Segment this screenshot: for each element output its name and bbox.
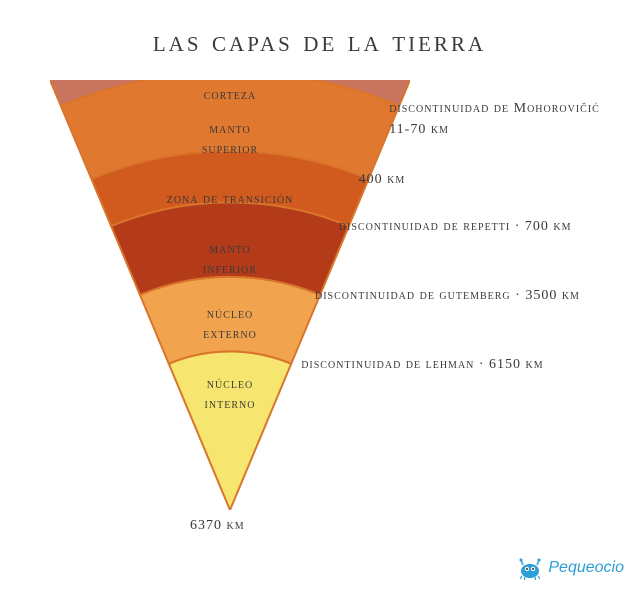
brand-logo: Pequeocio	[516, 556, 624, 580]
annotation-2: discontinuidad de repetti · 700 km	[339, 216, 572, 237]
layer-label-3: mantoinferior	[50, 240, 410, 279]
annotation-4: discontinuidad de lehman · 6150 km	[301, 354, 543, 375]
page-title: las capas de la tierra	[0, 0, 639, 59]
layer-label-2: zona de transición	[50, 190, 410, 210]
annotation-0: discontinuidad de Mohorovičić11-70 km	[389, 98, 600, 140]
annotation-5: 6370 km	[190, 515, 245, 536]
layer-label-5: núcleointerno	[50, 375, 410, 414]
layer-label-4: núcleoexterno	[50, 305, 410, 344]
layer-label-0: corteza	[50, 86, 410, 106]
annotation-3: discontinuidad de gutemberg · 3500 km	[315, 285, 580, 306]
annotation-1: 400 km	[359, 169, 406, 190]
monster-icon	[516, 556, 544, 580]
layer-label-1: mantosuperior	[50, 120, 410, 159]
brand-name: Pequeocio	[548, 559, 624, 577]
